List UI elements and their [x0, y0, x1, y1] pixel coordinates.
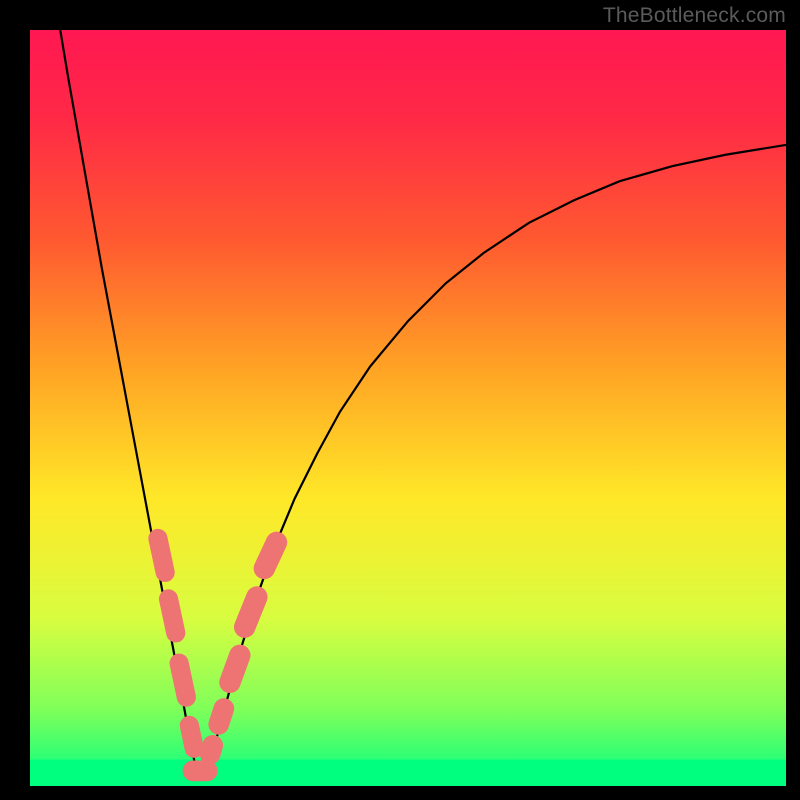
watermark-text: TheBottleneck.com [603, 4, 786, 28]
chart-canvas: TheBottleneck.com [0, 0, 800, 800]
plot-background [30, 30, 786, 786]
green-band [30, 760, 786, 786]
bottleneck-chart [0, 0, 800, 800]
